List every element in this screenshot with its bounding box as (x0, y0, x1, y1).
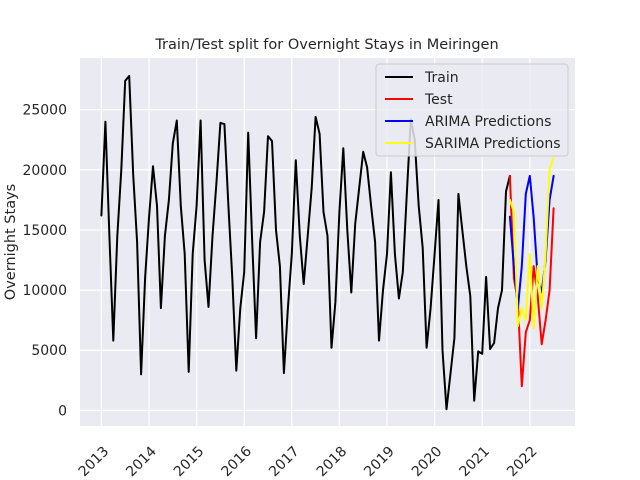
x-tick-label: 2013 (76, 444, 113, 480)
y-tick-label: 5000 (31, 343, 67, 359)
legend-entry: SARIMA Predictions (425, 136, 561, 152)
y-tick-label: 0 (58, 403, 67, 419)
x-tick-label: 2022 (504, 444, 541, 480)
y-axis-label: Overnight Stays (3, 184, 19, 300)
x-tick-label: 2019 (361, 444, 398, 480)
legend-entry: Test (424, 92, 453, 108)
y-axis: 0 5000 10000 15000 20000 25000 (22, 103, 67, 420)
x-axis: 2013 2014 2015 2016 2017 2018 2019 2020 2021 2022 (76, 443, 541, 480)
x-tick-label: 2018 (314, 444, 351, 480)
x-tick-label: 2014 (123, 443, 160, 480)
y-tick-label: 25000 (22, 103, 67, 119)
legend-entry: Train (424, 70, 459, 86)
x-tick-label: 2021 (457, 444, 494, 480)
x-tick-label: 2015 (171, 444, 208, 480)
series-line-sarima-predictions (508, 156, 555, 330)
series-layer (100, 75, 555, 411)
legend: Train Test ARIMA Predictions SARIMA Predict… (375, 63, 569, 157)
y-tick-label: 10000 (22, 283, 67, 299)
legend-entry: ARIMA Predictions (425, 114, 551, 130)
y-tick-label: 20000 (22, 163, 67, 179)
legend-box (375, 63, 569, 157)
x-tick-label: 2017 (266, 444, 303, 480)
series-line-train (100, 75, 511, 411)
x-tick-label: 2020 (409, 444, 446, 480)
chart-title: Train/Test split for Overnight Stays in … (154, 37, 498, 53)
y-tick-label: 15000 (22, 223, 67, 239)
x-tick-label: 2016 (219, 443, 256, 480)
